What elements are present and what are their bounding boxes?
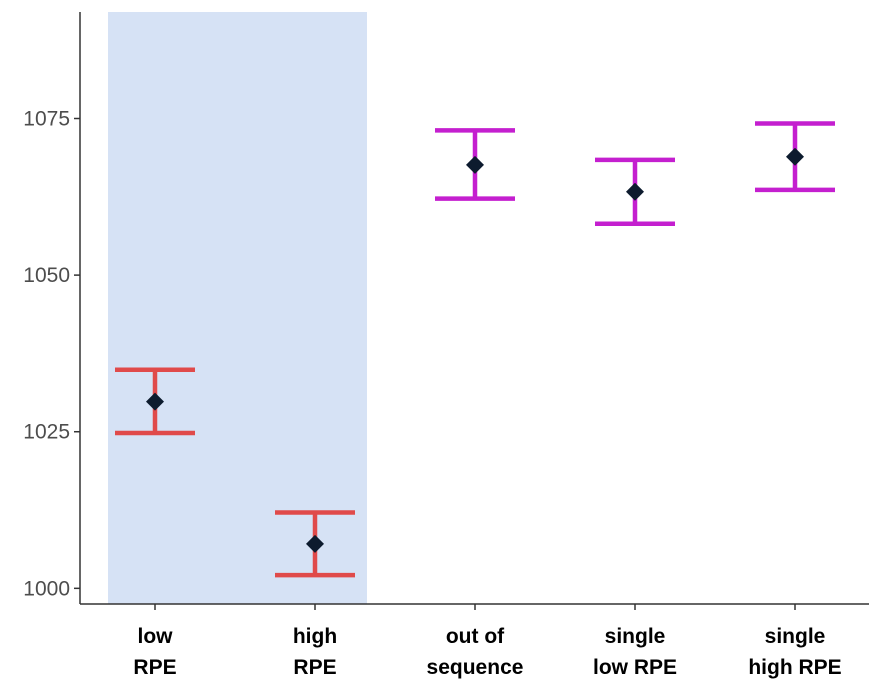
mean-marker <box>146 392 164 411</box>
x-tick-label: out of <box>446 625 505 648</box>
x-tick-label: low RPE <box>593 656 677 679</box>
tick-labels: 1000 1025 1050 1075 low RPE high RPE out of seque… <box>23 107 841 679</box>
x-tick-label: single <box>765 625 826 648</box>
x-tick-label: RPE <box>293 656 336 679</box>
mean-marker <box>306 534 324 553</box>
mean-marker <box>466 155 484 174</box>
y-tick-label: 1050 <box>23 264 70 287</box>
highlight-layer <box>108 12 367 604</box>
y-tick-label: 1025 <box>23 421 70 444</box>
y-tick-label: 1000 <box>23 577 70 600</box>
mean-marker <box>626 182 644 201</box>
highlight-band <box>108 12 367 604</box>
x-tick-label: low <box>138 625 174 648</box>
x-tick-label: high RPE <box>748 656 841 679</box>
y-tick-label: 1075 <box>23 107 70 130</box>
x-tick-label: high <box>293 625 337 648</box>
x-tick-label: single <box>605 625 666 648</box>
mean-marker <box>786 147 804 166</box>
plot-marks <box>115 121 835 578</box>
axes <box>74 12 869 610</box>
x-tick-label: sequence <box>427 656 524 679</box>
x-tick-label: RPE <box>133 656 176 679</box>
